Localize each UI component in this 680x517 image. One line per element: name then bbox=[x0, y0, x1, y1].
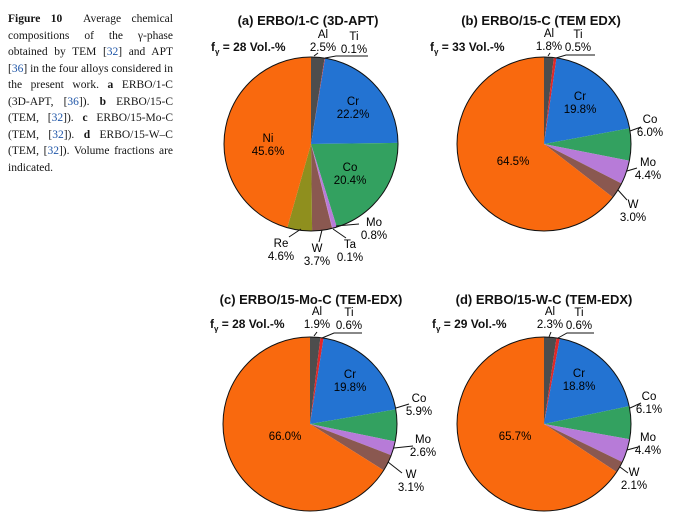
pie-slice-co bbox=[311, 142, 399, 228]
label-leader-line bbox=[318, 229, 323, 243]
caption-text-segment: b bbox=[99, 95, 106, 108]
label-leader-line bbox=[629, 126, 642, 132]
label-leader-line bbox=[617, 189, 628, 201]
pie-outline bbox=[223, 56, 399, 232]
pie-slice-ti bbox=[311, 58, 326, 144]
pie-slice-cr bbox=[544, 338, 630, 424]
label-leader-line bbox=[548, 331, 552, 338]
label-leader-line bbox=[332, 228, 347, 239]
label-leader-line bbox=[557, 332, 594, 339]
caption-text-segment: ]). bbox=[63, 128, 84, 141]
label-leader-line bbox=[629, 402, 642, 409]
citation-link[interactable]: 32 bbox=[106, 46, 119, 58]
pie-slice-al bbox=[544, 337, 557, 424]
pie-slice-w bbox=[310, 424, 392, 471]
pie-slice-mo bbox=[544, 424, 630, 462]
label-leader-line bbox=[324, 55, 368, 59]
label-leader-line bbox=[335, 223, 360, 227]
label-leader-line bbox=[313, 52, 319, 57]
pie-slice-co bbox=[310, 409, 398, 442]
label-leader-line bbox=[313, 331, 318, 337]
caption-text-segment: c bbox=[82, 112, 88, 124]
label-leader-line bbox=[626, 167, 638, 172]
citation-link[interactable]: 36 bbox=[11, 62, 24, 75]
caption-text-segment: Average chemical compositions of the γ-p… bbox=[8, 13, 173, 58]
caption-text-segment: d bbox=[83, 128, 91, 141]
pie-slice-w bbox=[311, 144, 333, 231]
caption-text-segment: ERBO/15-C (TEM, [ bbox=[8, 95, 173, 125]
caption-text-segment: ]). bbox=[63, 112, 83, 124]
caption-text-segment: ]). bbox=[78, 95, 100, 108]
citation-link[interactable]: 32 bbox=[52, 128, 64, 141]
caption-text-segment: ]). Volume fractions are indicated. bbox=[8, 145, 174, 174]
pie-outline bbox=[456, 336, 632, 512]
label-leader-line bbox=[626, 446, 639, 451]
pie-slice-ni bbox=[222, 337, 384, 511]
pie-slice-ni bbox=[224, 57, 311, 228]
pie-chart-d bbox=[456, 331, 642, 512]
pie-slice-ti bbox=[310, 337, 324, 424]
caption-text-segment: ] in the four alloys considered in the p… bbox=[8, 62, 173, 92]
pie-slice-al bbox=[310, 336, 321, 424]
label-leader-line bbox=[387, 461, 403, 474]
label-leader-line bbox=[288, 228, 302, 238]
pie-slice-ni bbox=[456, 56, 613, 231]
label-leader-line bbox=[321, 332, 362, 339]
pie-chart-b bbox=[456, 52, 642, 232]
pie-slice-mo bbox=[311, 144, 337, 229]
caption-text-segment: Figure 10 bbox=[8, 13, 73, 25]
label-leader-line bbox=[619, 466, 629, 474]
pie-slice-re bbox=[287, 144, 313, 232]
pie-slice-co bbox=[544, 406, 632, 440]
caption-text-segment: a bbox=[107, 79, 114, 91]
citation-link[interactable]: 32 bbox=[51, 112, 64, 124]
label-leader-line bbox=[393, 445, 414, 449]
pie-slice-cr bbox=[544, 57, 630, 144]
pie-slice-w bbox=[544, 424, 623, 472]
label-leader-line bbox=[555, 54, 595, 59]
pie-chart-c bbox=[222, 331, 414, 512]
pie-outline bbox=[222, 336, 398, 512]
citation-link[interactable]: 36 bbox=[67, 95, 79, 108]
pie-slice-ni bbox=[457, 337, 617, 511]
pie-slice-al bbox=[311, 57, 325, 144]
caption-text-segment: ERBO/15-W–C (TEM, [ bbox=[8, 128, 173, 158]
citation-link[interactable]: 32 bbox=[47, 145, 59, 157]
pie-slice-co bbox=[544, 128, 632, 161]
label-leader-line bbox=[395, 403, 410, 409]
caption-text-segment: ] and APT [ bbox=[8, 46, 173, 75]
caption-text-segment: ERBO/15-Mo-C (TEM, [ bbox=[8, 112, 174, 141]
label-leader-line bbox=[547, 52, 551, 57]
pie-chart-a bbox=[223, 52, 399, 243]
pie-slice-ta bbox=[311, 144, 333, 229]
pie-slice-ti bbox=[544, 337, 560, 424]
pie-slice-mo bbox=[310, 424, 396, 456]
pie-slice-mo bbox=[544, 144, 630, 184]
pie-slice-cr bbox=[311, 58, 398, 145]
pie-slice-ti bbox=[544, 57, 557, 144]
figure-caption: Figure 10 Average chemical compositions … bbox=[8, 11, 173, 176]
pie-slice-cr bbox=[310, 338, 396, 424]
pie-slice-w bbox=[544, 144, 622, 198]
pie-outline bbox=[456, 56, 632, 232]
caption-text-segment: ERBO/1-C (3D-APT, [ bbox=[8, 79, 173, 108]
pie-slice-al bbox=[544, 57, 554, 144]
